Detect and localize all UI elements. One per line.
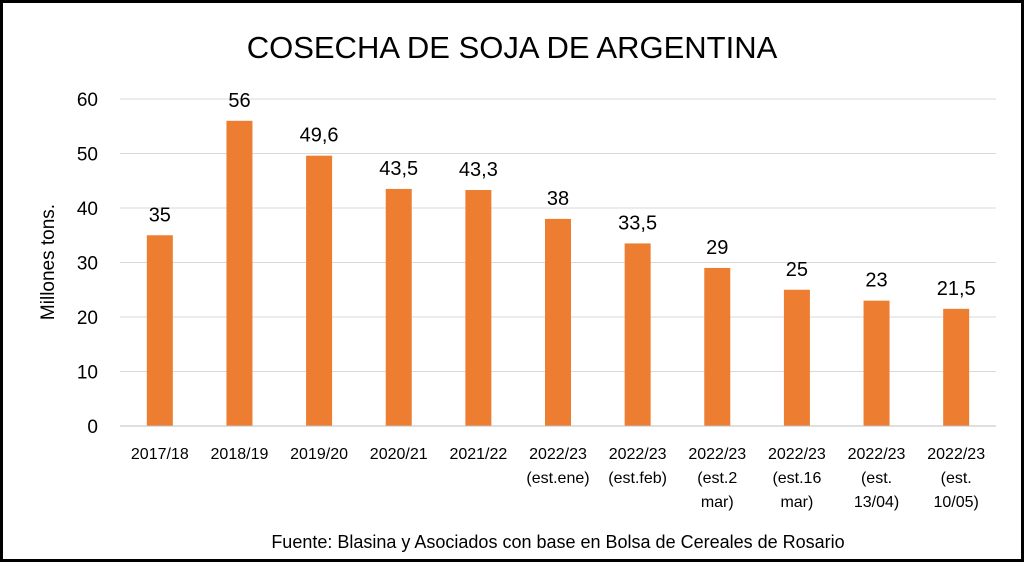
bar bbox=[943, 308, 970, 426]
category-label: 2022/23 (est.16 mar) bbox=[768, 446, 826, 511]
data-label: 33,5 bbox=[618, 212, 657, 234]
category-label: 2018/19 bbox=[211, 446, 269, 463]
source-note: Fuente: Blasina y Asociados con base en … bbox=[271, 532, 844, 552]
category-label-line: 2019/20 bbox=[290, 446, 348, 463]
data-label: 35 bbox=[149, 204, 171, 226]
data-label: 21,5 bbox=[937, 278, 976, 300]
data-label: 29 bbox=[706, 237, 728, 259]
data-label: 23 bbox=[865, 270, 887, 292]
bar bbox=[226, 120, 253, 427]
category-label: 2022/23 (est. 10/05) bbox=[927, 446, 985, 511]
bar bbox=[863, 300, 890, 426]
category-label-line: 10/05) bbox=[933, 494, 978, 511]
category-label-line: 2017/18 bbox=[131, 446, 189, 463]
category-label-line: 2018/19 bbox=[211, 446, 269, 463]
category-label-line: 2022/23 bbox=[688, 446, 746, 463]
data-label: 56 bbox=[228, 90, 250, 112]
category-label-line: (est.ene) bbox=[526, 470, 589, 487]
category-label-line: (est. bbox=[861, 470, 892, 487]
category-label: 2022/23 (est.2 mar) bbox=[688, 446, 746, 511]
bar bbox=[624, 243, 651, 426]
y-tick-label: 30 bbox=[77, 254, 98, 275]
gridlines bbox=[120, 98, 996, 372]
bar bbox=[783, 289, 810, 426]
category-label: 2019/20 bbox=[290, 446, 348, 463]
category-label-line: (est.2 bbox=[697, 470, 737, 487]
y-tick-label: 40 bbox=[77, 199, 98, 220]
category-label-line: 2021/22 bbox=[449, 446, 507, 463]
data-label: 49,6 bbox=[300, 125, 339, 147]
category-label: 2017/18 bbox=[131, 446, 189, 463]
chart-title: COSECHA DE SOJA DE ARGENTINA bbox=[247, 30, 778, 65]
data-label: 25 bbox=[786, 259, 808, 281]
x-axis-categories: 2017/18 2018/19 2019/20 2020/21 2021/22 2022/… bbox=[131, 446, 985, 511]
category-label-line: 2022/23 bbox=[609, 446, 667, 463]
category-label: 2021/22 bbox=[449, 446, 507, 463]
bar bbox=[465, 190, 492, 426]
y-tick-label: 10 bbox=[77, 363, 98, 384]
category-label-line: 2022/23 bbox=[848, 446, 906, 463]
bars bbox=[146, 120, 970, 427]
y-tick-label: 0 bbox=[87, 417, 98, 438]
bar bbox=[146, 235, 173, 426]
category-label-line: 2022/23 bbox=[927, 446, 985, 463]
category-label-line: 2022/23 bbox=[529, 446, 587, 463]
data-label: 38 bbox=[547, 188, 569, 210]
category-label: 2020/21 bbox=[370, 446, 428, 463]
category-label-line: (est.feb) bbox=[608, 470, 667, 487]
bar bbox=[704, 267, 731, 426]
y-tick-label: 20 bbox=[77, 308, 98, 329]
bar bbox=[306, 155, 333, 426]
category-label: 2022/23 (est. 13/04) bbox=[848, 446, 906, 511]
category-label-line: 2022/23 bbox=[768, 446, 826, 463]
y-axis-label: Millones tons. bbox=[38, 204, 59, 320]
category-label: 2022/23 (est.feb) bbox=[608, 446, 667, 487]
data-label: 43,5 bbox=[379, 158, 418, 180]
bar bbox=[385, 188, 412, 426]
category-label-line: (est.16 bbox=[772, 470, 821, 487]
data-labels: 35 56 49,6 43,5 43,3 38 33,5 29 25 23 21,5 bbox=[149, 90, 976, 300]
y-tick-label: 50 bbox=[77, 145, 98, 166]
category-label: 2022/23 (est.ene) bbox=[526, 446, 589, 487]
category-label-line: 13/04) bbox=[854, 494, 899, 511]
category-label-line: mar) bbox=[701, 494, 734, 511]
category-label-line: mar) bbox=[780, 494, 813, 511]
category-label-line: 2020/21 bbox=[370, 446, 428, 463]
data-label: 43,3 bbox=[459, 159, 498, 181]
y-axis-ticks: 0 10 20 30 40 50 60 bbox=[77, 90, 98, 438]
bar bbox=[545, 218, 571, 426]
category-label-line: (est. bbox=[941, 470, 972, 487]
y-tick-label: 60 bbox=[77, 90, 98, 111]
